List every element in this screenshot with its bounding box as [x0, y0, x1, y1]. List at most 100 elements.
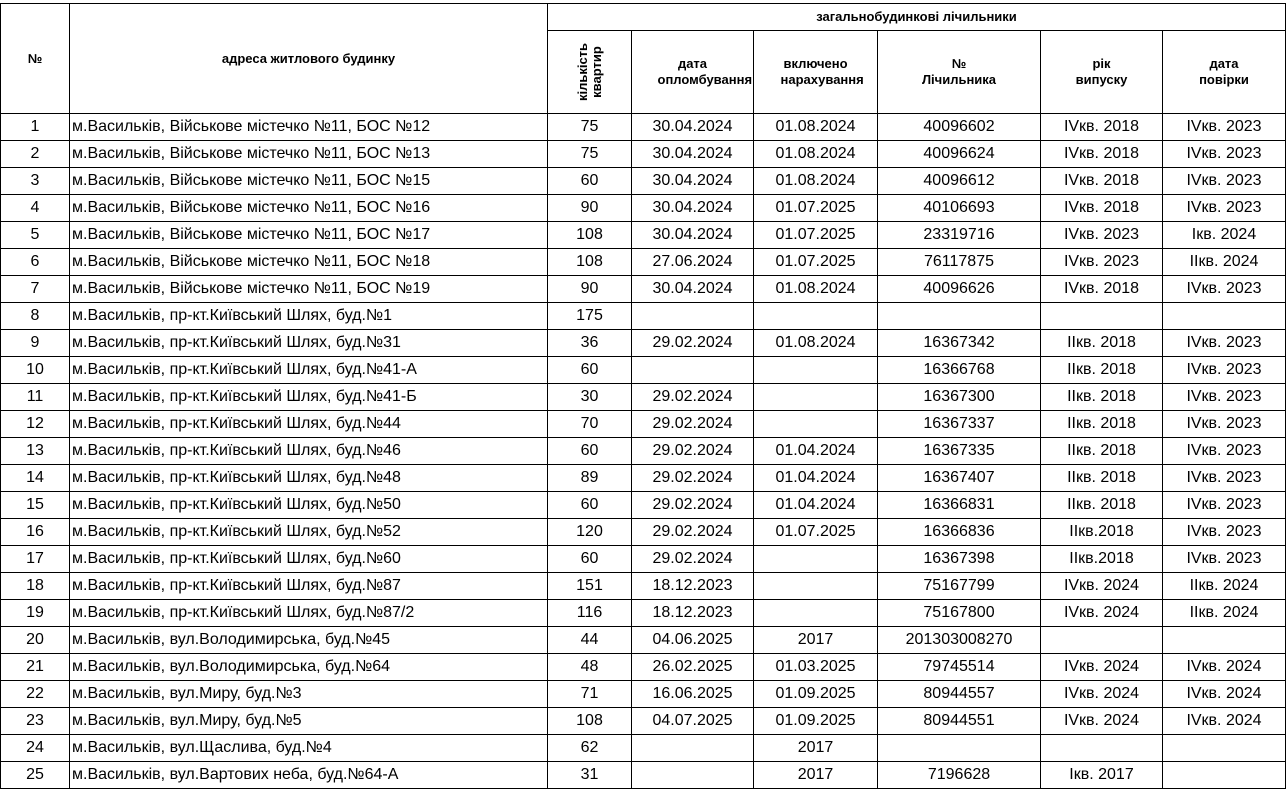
cell-address[interactable]: м.Васильків, Військове містечко №11, БОС…	[69, 167, 548, 195]
cell-year[interactable]: IVкв. 2024	[1040, 680, 1163, 708]
cell-apartments[interactable]: 90	[547, 194, 632, 222]
cell-verify-date[interactable]: IVкв. 2024	[1162, 680, 1286, 708]
cell-year[interactable]: IIкв.2018	[1040, 518, 1163, 546]
cell-verify-date[interactable]: IVкв. 2023	[1162, 356, 1286, 384]
cell-meter-no[interactable]: 7196628	[877, 761, 1041, 789]
cell-number[interactable]: 19	[0, 599, 70, 627]
cell-address[interactable]: м.Васильків, вул.Володимирська, буд.№64	[69, 653, 548, 681]
cell-billing[interactable]: 2017	[753, 734, 878, 762]
cell-billing[interactable]: 2017	[753, 626, 878, 654]
cell-year[interactable]: IIкв. 2018	[1040, 464, 1163, 492]
cell-verify-date[interactable]: IVкв. 2024	[1162, 653, 1286, 681]
cell-apartments[interactable]: 44	[547, 626, 632, 654]
cell-number[interactable]: 25	[0, 761, 70, 789]
cell-verify-date[interactable]: IVкв. 2023	[1162, 464, 1286, 492]
cell-seal-date[interactable]: 30.04.2024	[631, 221, 754, 249]
cell-number[interactable]: 16	[0, 518, 70, 546]
cell-billing[interactable]: 01.04.2024	[753, 437, 878, 465]
cell-seal-date[interactable]	[631, 761, 754, 789]
cell-seal-date[interactable]: 27.06.2024	[631, 248, 754, 276]
cell-meter-no[interactable]: 16367337	[877, 410, 1041, 438]
cell-meter-no[interactable]: 16367407	[877, 464, 1041, 492]
cell-verify-date[interactable]: Iкв. 2024	[1162, 221, 1286, 249]
cell-billing[interactable]	[753, 545, 878, 573]
cell-apartments[interactable]: 90	[547, 275, 632, 303]
cell-billing[interactable]: 01.03.2025	[753, 653, 878, 681]
cell-billing[interactable]	[753, 572, 878, 600]
cell-address[interactable]: м.Васильків, вул.Щаслива, буд.№4	[69, 734, 548, 762]
cell-number[interactable]: 3	[0, 167, 70, 195]
cell-year[interactable]: IIкв. 2018	[1040, 410, 1163, 438]
cell-seal-date[interactable]: 29.02.2024	[631, 518, 754, 546]
cell-apartments[interactable]: 116	[547, 599, 632, 627]
cell-meter-no[interactable]: 40096626	[877, 275, 1041, 303]
cell-number[interactable]: 21	[0, 653, 70, 681]
cell-address[interactable]: м.Васильків, вул.Володимирська, буд.№45	[69, 626, 548, 654]
cell-seal-date[interactable]: 30.04.2024	[631, 167, 754, 195]
cell-address[interactable]: м.Васильків, пр-кт.Київський Шлях, буд.№…	[69, 410, 548, 438]
cell-apartments[interactable]: 36	[547, 329, 632, 357]
cell-billing[interactable]: 01.07.2025	[753, 221, 878, 249]
cell-seal-date[interactable]: 29.02.2024	[631, 410, 754, 438]
cell-year[interactable]: IVкв. 2018	[1040, 140, 1163, 168]
cell-seal-date[interactable]: 29.02.2024	[631, 383, 754, 411]
cell-meter-no[interactable]: 23319716	[877, 221, 1041, 249]
cell-apartments[interactable]: 175	[547, 302, 632, 330]
cell-seal-date[interactable]: 18.12.2023	[631, 572, 754, 600]
cell-billing[interactable]: 01.08.2024	[753, 140, 878, 168]
cell-apartments[interactable]: 60	[547, 437, 632, 465]
cell-verify-date[interactable]: IVкв. 2023	[1162, 545, 1286, 573]
cell-meter-no[interactable]: 16367335	[877, 437, 1041, 465]
cell-address[interactable]: м.Васильків, Військове містечко №11, БОС…	[69, 194, 548, 222]
cell-year[interactable]: IIкв. 2018	[1040, 491, 1163, 519]
cell-meter-no[interactable]: 16367398	[877, 545, 1041, 573]
cell-year[interactable]	[1040, 302, 1163, 330]
cell-year[interactable]: IIкв. 2018	[1040, 329, 1163, 357]
cell-address[interactable]: м.Васильків, пр-кт.Київський Шлях, буд.№…	[69, 329, 548, 357]
cell-number[interactable]: 5	[0, 221, 70, 249]
cell-meter-no[interactable]: 16367300	[877, 383, 1041, 411]
cell-apartments[interactable]: 75	[547, 113, 632, 141]
cell-number[interactable]: 13	[0, 437, 70, 465]
cell-year[interactable]: IIкв. 2018	[1040, 356, 1163, 384]
cell-apartments[interactable]: 48	[547, 653, 632, 681]
cell-verify-date[interactable]	[1162, 626, 1286, 654]
cell-billing[interactable]: 01.04.2024	[753, 464, 878, 492]
cell-billing[interactable]	[753, 302, 878, 330]
cell-address[interactable]: м.Васильків, пр-кт.Київський Шлях, буд.№…	[69, 572, 548, 600]
cell-meter-no[interactable]: 75167799	[877, 572, 1041, 600]
cell-verify-date[interactable]: IIкв. 2024	[1162, 248, 1286, 276]
cell-seal-date[interactable]: 04.07.2025	[631, 707, 754, 735]
cell-apartments[interactable]: 70	[547, 410, 632, 438]
cell-number[interactable]: 22	[0, 680, 70, 708]
cell-number[interactable]: 8	[0, 302, 70, 330]
cell-number[interactable]: 9	[0, 329, 70, 357]
cell-seal-date[interactable]: 04.06.2025	[631, 626, 754, 654]
cell-number[interactable]: 12	[0, 410, 70, 438]
cell-address[interactable]: м.Васильків, пр-кт.Київський Шлях, буд.№…	[69, 518, 548, 546]
cell-apartments[interactable]: 60	[547, 356, 632, 384]
cell-number[interactable]: 10	[0, 356, 70, 384]
cell-billing[interactable]: 01.09.2025	[753, 707, 878, 735]
cell-year[interactable]: IVкв. 2018	[1040, 113, 1163, 141]
cell-number[interactable]: 4	[0, 194, 70, 222]
cell-apartments[interactable]: 108	[547, 248, 632, 276]
cell-year[interactable]: IVкв. 2024	[1040, 707, 1163, 735]
cell-number[interactable]: 7	[0, 275, 70, 303]
cell-meter-no[interactable]: 16366768	[877, 356, 1041, 384]
cell-seal-date[interactable]: 29.02.2024	[631, 545, 754, 573]
cell-billing[interactable]: 01.08.2024	[753, 275, 878, 303]
cell-verify-date[interactable]: IVкв. 2023	[1162, 194, 1286, 222]
cell-number[interactable]: 2	[0, 140, 70, 168]
cell-address[interactable]: м.Васильків, пр-кт.Київський Шлях, буд.№…	[69, 437, 548, 465]
cell-apartments[interactable]: 71	[547, 680, 632, 708]
cell-seal-date[interactable]: 30.04.2024	[631, 140, 754, 168]
cell-address[interactable]: м.Васильків, пр-кт.Київський Шлях, буд.№…	[69, 599, 548, 627]
cell-apartments[interactable]: 31	[547, 761, 632, 789]
cell-number[interactable]: 17	[0, 545, 70, 573]
cell-year[interactable]: IVкв. 2023	[1040, 221, 1163, 249]
cell-apartments[interactable]: 60	[547, 167, 632, 195]
cell-verify-date[interactable]: IVкв. 2023	[1162, 140, 1286, 168]
cell-seal-date[interactable]	[631, 734, 754, 762]
cell-address[interactable]: м.Васильків, вул.Вартових неба, буд.№64-…	[69, 761, 548, 789]
